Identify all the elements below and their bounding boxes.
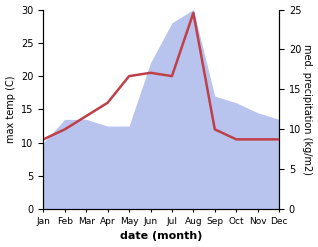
X-axis label: date (month): date (month) xyxy=(120,231,203,242)
Y-axis label: med. precipitation (kg/m2): med. precipitation (kg/m2) xyxy=(302,44,313,175)
Y-axis label: max temp (C): max temp (C) xyxy=(5,76,16,143)
